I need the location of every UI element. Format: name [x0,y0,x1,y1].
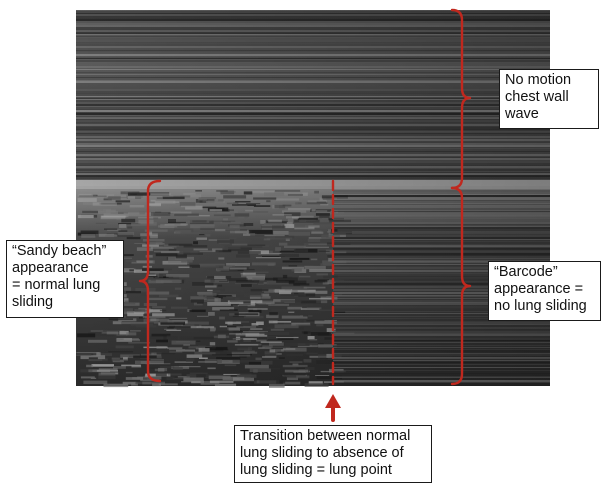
barcode-callout: “Barcode” appearance = no lung sliding [488,261,601,321]
lung-point-arrow-head [325,394,341,408]
lung-point-callout: Transition between normal lung sliding t… [234,425,432,483]
annotation-marks [138,8,472,422]
brace-chest-wall [450,8,472,190]
brace-sandy-beach [138,179,162,383]
no-motion-callout: No motion chest wall wave [499,69,599,129]
brace-barcode [450,186,472,386]
sandy-beach-callout: “Sandy beach” appearance = normal lung s… [6,240,124,318]
